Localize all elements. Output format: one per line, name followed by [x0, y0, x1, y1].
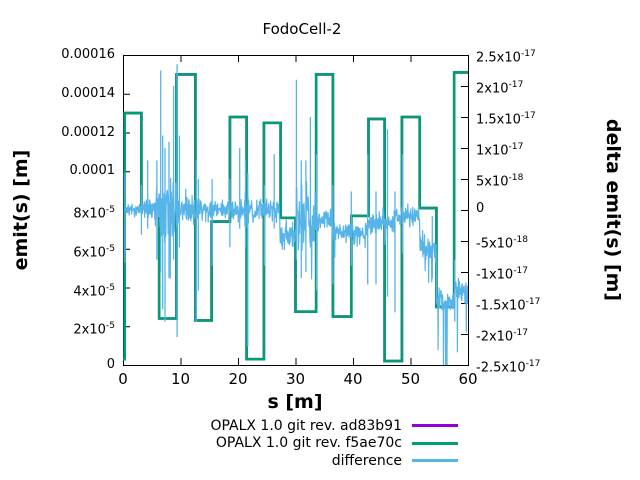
y-left-tick-label: 0.00012 [61, 124, 115, 140]
x-tick-label: 30 [285, 370, 306, 388]
x-axis-label: s [m] [267, 391, 323, 413]
y-right-tick-label: 0 [476, 201, 485, 216]
y-right-tick-label: -5x10-18 [476, 235, 529, 252]
x-tick-label: 60 [458, 370, 478, 388]
legend-line-sample [412, 441, 458, 445]
y-right-tick-label: -1.5x10-17 [476, 297, 541, 314]
x-tick-label: 0 [118, 370, 128, 388]
y-axis-label-left: emit(s) [m] [10, 149, 32, 271]
legend-row: OPALX 1.0 git rev. f5ae70c [210, 435, 458, 453]
x-tick-label: 40 [343, 370, 363, 388]
y-left-tick-label: 8x10-5 [73, 205, 115, 222]
legend-line-sample [412, 459, 458, 463]
y-right-tick-label: 5x10-18 [476, 173, 524, 190]
x-tick-label: 10 [170, 370, 191, 388]
y-right-tick-label: 2x10-17 [476, 80, 524, 97]
y-left-tick-label: 0 [106, 357, 115, 372]
y-left-tick-label: 0.00014 [61, 85, 115, 101]
y-right-tick-label: -1x10-17 [476, 266, 529, 283]
y-right-tick-label: 2.5x10-17 [476, 49, 536, 66]
x-tick-label: 20 [228, 370, 248, 388]
y-left-tick-label: 6x10-5 [73, 243, 115, 261]
chart-title: FodoCell-2 [262, 20, 342, 38]
x-tick-label: 50 [400, 370, 421, 388]
legend-row: OPALX 1.0 git rev. ad83b91 [210, 417, 458, 435]
y-right-tick-label: 1.5x10-17 [476, 111, 536, 128]
y-left-tick-label: 0.00016 [61, 47, 115, 62]
y-left-tick-label: 2x10-5 [73, 321, 115, 338]
legend-label: OPALX 1.0 git rev. f5ae70c [215, 435, 402, 452]
legend: OPALX 1.0 git rev. ad83b91 OPALX 1.0 git… [210, 417, 458, 470]
y-left-tick-label: 4x10-5 [73, 282, 115, 299]
y-axis-label-right: delta emit(s) [m] [602, 118, 624, 302]
y-right-tick-label: 1x10-17 [476, 142, 524, 159]
legend-label: OPALX 1.0 git rev. ad83b91 [210, 417, 402, 434]
y-right-tick-label: -2.5x10-17 [476, 359, 541, 376]
legend-line-sample [412, 424, 458, 428]
legend-label: difference [331, 452, 402, 469]
y-left-tick-label: 0.0001 [69, 163, 116, 179]
y-right-tick-label: -2x10-17 [476, 328, 529, 345]
legend-row: difference [210, 452, 458, 470]
